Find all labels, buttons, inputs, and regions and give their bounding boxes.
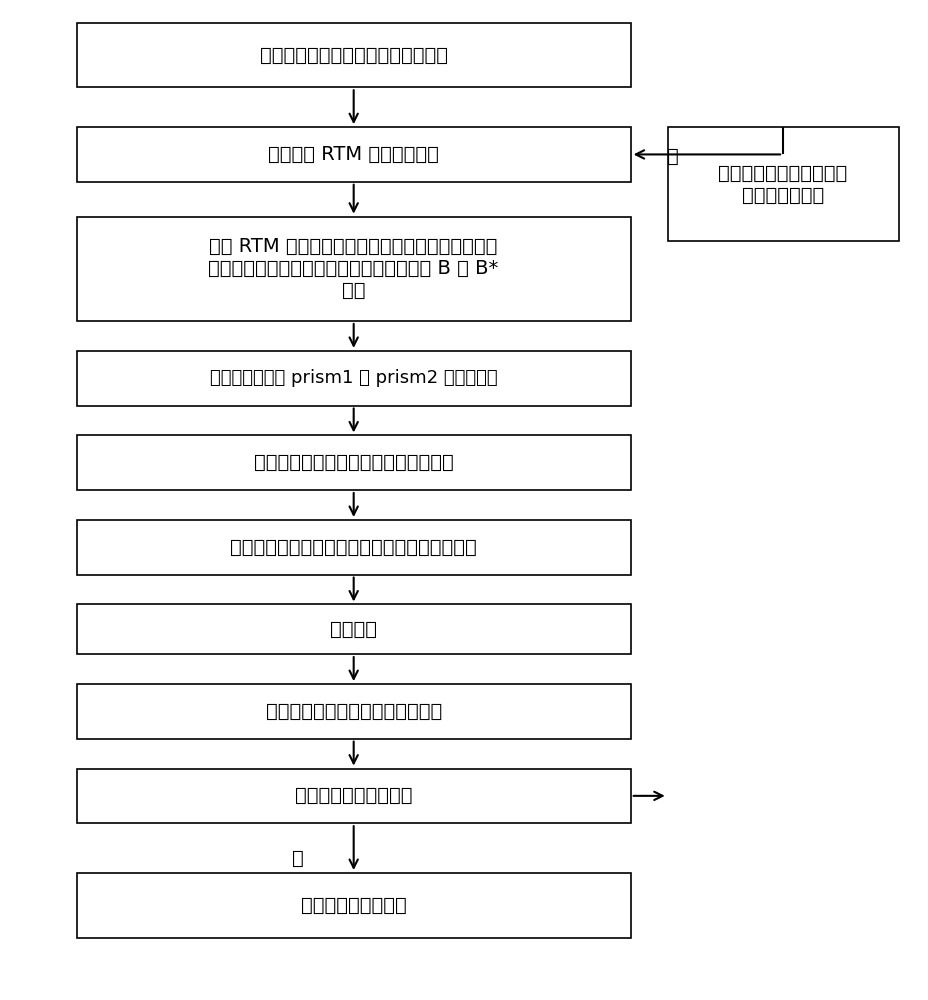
Text: 求取梯度更新方向，对成
像剖面进行更新: 求取梯度更新方向，对成 像剖面进行更新 [717, 164, 847, 205]
Text: 输入初始速度场、炮记录及震源子波: 输入初始速度场、炮记录及震源子波 [260, 45, 447, 64]
Text: 计算两种棱柱波 prism1 和 prism2 的梯度方向: 计算两种棱柱波 prism1 和 prism2 的梯度方向 [210, 369, 497, 387]
Text: 是: 是 [292, 848, 303, 867]
Text: 利用常规全波形反演方法更新速度: 利用常规全波形反演方法更新速度 [265, 702, 442, 721]
Text: 判断是否满足误差条件: 判断是否满足误差条件 [294, 786, 412, 805]
FancyBboxPatch shape [77, 217, 630, 321]
FancyBboxPatch shape [77, 768, 630, 823]
FancyBboxPatch shape [77, 520, 630, 575]
FancyBboxPatch shape [77, 23, 630, 87]
FancyBboxPatch shape [77, 435, 630, 490]
Text: 更新速度: 更新速度 [329, 620, 377, 639]
FancyBboxPatch shape [667, 127, 897, 241]
Text: 使用传统 RTM 获得成像结果: 使用传统 RTM 获得成像结果 [268, 145, 439, 164]
FancyBboxPatch shape [77, 351, 630, 406]
FancyBboxPatch shape [77, 127, 630, 182]
FancyBboxPatch shape [77, 873, 630, 938]
Text: 使用 RTM 成像结果作为反射系数模型，应用线性正
演模拟和线性波场反传，这两个过程分别由 B 和 B*
表示: 使用 RTM 成像结果作为反射系数模型，应用线性正 演模拟和线性波场反传，这两个… [208, 237, 498, 300]
FancyBboxPatch shape [77, 684, 630, 739]
Text: 用线性搜索方法或者抛物拟合方法求取更新步长: 用线性搜索方法或者抛物拟合方法求取更新步长 [230, 538, 477, 557]
Text: 输出反演的速度结果: 输出反演的速度结果 [301, 896, 406, 915]
Text: 将这两部分梯度相加即可求得梯度方向: 将这两部分梯度相加即可求得梯度方向 [253, 453, 453, 472]
Text: 否: 否 [666, 147, 678, 166]
FancyBboxPatch shape [77, 604, 630, 654]
